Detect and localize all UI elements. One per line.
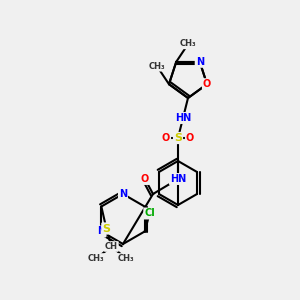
Text: CH₃: CH₃ [118, 254, 135, 263]
Text: O: O [203, 79, 211, 89]
Text: N: N [196, 57, 204, 67]
Text: CH₃: CH₃ [88, 254, 105, 263]
Text: CH: CH [105, 242, 118, 251]
Text: HN: HN [175, 113, 191, 123]
Text: N: N [97, 226, 105, 236]
Text: O: O [186, 133, 194, 143]
Text: O: O [162, 133, 170, 143]
Text: HN: HN [170, 174, 186, 184]
Text: S: S [174, 133, 182, 143]
Text: CH₃: CH₃ [149, 62, 165, 71]
Text: O: O [141, 174, 149, 184]
Text: S: S [102, 224, 110, 233]
Text: CH₃: CH₃ [180, 39, 196, 48]
Text: Cl: Cl [144, 208, 155, 218]
Text: N: N [119, 189, 127, 199]
